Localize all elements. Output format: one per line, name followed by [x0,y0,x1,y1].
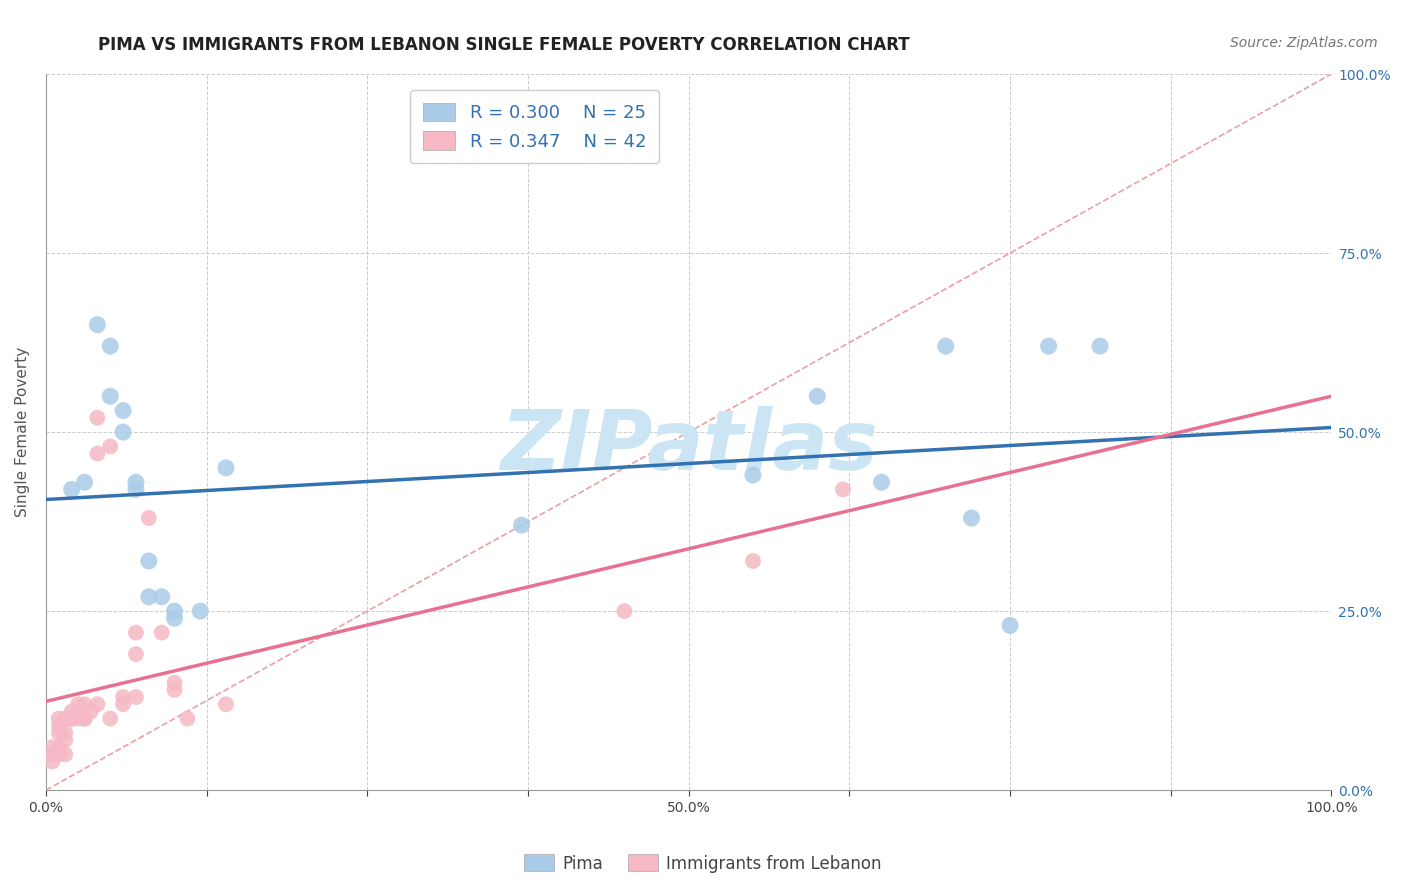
Point [806,389,828,403]
Text: PIMA VS IMMIGRANTS FROM LEBANON SINGLE FEMALE POVERTY CORRELATION CHART: PIMA VS IMMIGRANTS FROM LEBANON SINGLE F… [98,36,910,54]
Point [60,712,83,726]
Point [53,712,76,726]
Point [742,468,765,483]
Point [80,704,103,718]
Point [86,697,108,711]
Point [138,590,160,604]
Point [188,604,211,618]
Point [832,483,855,497]
Point [41,747,63,762]
Point [998,618,1021,632]
Point [125,625,148,640]
Point [73,697,96,711]
Point [112,690,135,704]
Legend: R = 0.300    N = 25, R = 0.347    N = 42: R = 0.300 N = 25, R = 0.347 N = 42 [411,90,659,163]
Point [935,339,957,353]
Point [98,439,121,453]
Point [73,712,96,726]
Point [163,604,186,618]
Point [742,554,765,568]
Point [48,747,70,762]
Point [163,611,186,625]
Point [60,704,83,718]
Point [112,697,135,711]
Point [125,483,148,497]
Point [125,647,148,661]
Point [112,403,135,417]
Point [60,483,83,497]
Text: ZIPatlas: ZIPatlas [499,406,877,487]
Point [41,740,63,755]
Point [98,389,121,403]
Point [53,747,76,762]
Point [870,475,893,490]
Point [176,712,198,726]
Y-axis label: Single Female Poverty: Single Female Poverty [15,347,30,517]
Point [150,625,173,640]
Point [960,511,983,525]
Point [125,475,148,490]
Point [138,554,160,568]
Point [73,475,96,490]
Point [150,590,173,604]
Point [163,675,186,690]
Point [510,518,533,533]
Point [48,719,70,733]
Point [86,446,108,460]
Point [163,682,186,697]
Point [67,697,90,711]
Text: Source: ZipAtlas.com: Source: ZipAtlas.com [1230,36,1378,50]
Point [98,712,121,726]
Point [86,318,108,332]
Point [86,410,108,425]
Point [73,712,96,726]
Point [60,712,83,726]
Point [98,339,121,353]
Point [112,425,135,439]
Point [41,755,63,769]
Point [138,511,160,525]
Point [53,733,76,747]
Point [60,712,83,726]
Point [73,712,96,726]
Point [53,726,76,740]
Point [48,740,70,755]
Point [613,604,636,618]
Point [48,712,70,726]
Point [215,461,238,475]
Point [215,697,238,711]
Point [67,712,90,726]
Point [48,726,70,740]
Legend: Pima, Immigrants from Lebanon: Pima, Immigrants from Lebanon [517,847,889,880]
Point [125,690,148,704]
Point [1088,339,1111,353]
Point [1038,339,1060,353]
